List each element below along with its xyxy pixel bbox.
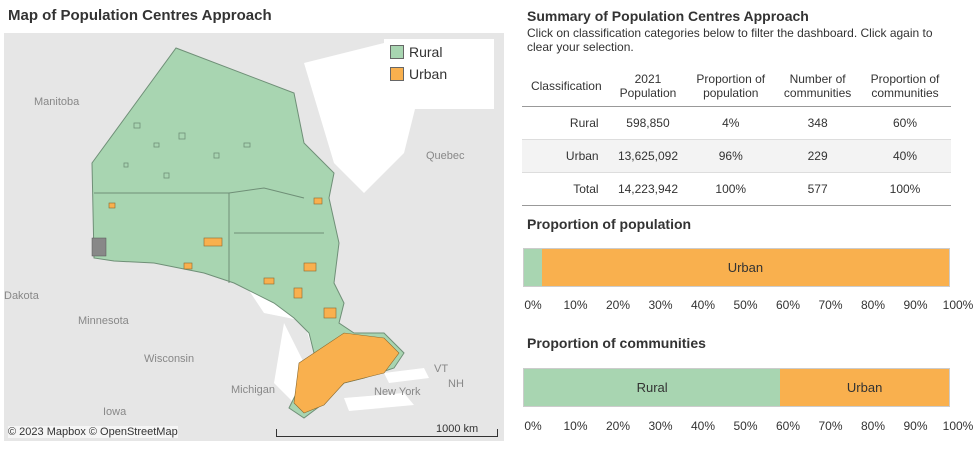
cell-communities: 348 [776,106,860,140]
lake-erie [344,393,414,411]
map-legend[interactable]: Rural Urban [384,39,494,109]
place-label-nh: NH [448,378,464,390]
table-row-total: Total 14,223,942 100% 577 100% [522,172,951,206]
axis-tick-label: 60% [775,298,801,312]
header-classification: Classification [522,70,611,107]
place-label-vt: VT [434,363,449,375]
axis-tick-label: 90% [903,298,928,312]
axis-tick-label: 30% [648,419,673,433]
place-label-michigan: Michigan [231,384,276,396]
axis-tick-label: 80% [860,419,886,433]
communities-axis: 0% 10% 20% 30% 40% 50% 60% 70% 80% 90% 100% [523,419,973,435]
urban-swatch [390,67,404,81]
header-communities: Number of communities [776,70,860,107]
cell-classification[interactable]: Urban [522,139,611,173]
place-label-iowa: Iowa [103,406,127,418]
axis-tick-label: 100% [942,298,974,312]
table-row-rural[interactable]: Rural 598,850 4% 348 60% [522,106,951,140]
cell-population: 13,625,092 [610,139,686,173]
axis-tick-label: 50% [733,419,758,433]
legend-label: Urban [409,66,448,82]
cell-prop-communities: 100% [859,172,951,206]
table-row-urban[interactable]: Urban 13,625,092 96% 229 40% [522,139,951,173]
axis-tick-label: 0% [524,419,542,433]
header-population: 2021 Population [610,70,686,107]
cell-classification: Total [522,172,611,206]
map-copyright: © 2023 Mapbox © OpenStreetMap [8,426,178,438]
axis-tick-label: 100% [942,419,974,433]
cell-prop-communities: 40% [859,139,951,173]
map-view[interactable]: Rural Urban Manitoba Quebec Dakota Minne… [4,33,504,441]
place-label-quebec: Quebec [426,150,465,162]
scale-label: 1000 km [436,423,479,435]
place-label-minnesota: Minnesota [78,315,129,327]
axis-tick-label: 10% [563,298,588,312]
header-prop-population: Proportion of population [685,70,777,107]
place-label-wisconsin: Wisconsin [144,353,195,365]
axis-tick-label: 70% [818,298,843,312]
axis-tick-label: 90% [903,419,928,433]
map-title: Map of Population Centres Approach [8,7,272,24]
axis-tick-label: 20% [605,419,631,433]
communities-chart-title: Proportion of communities [527,335,706,351]
population-chart-title: Proportion of population [527,216,692,232]
bar-segment-rural[interactable]: Rural [524,369,781,406]
bar-segment-rural[interactable] [524,249,542,286]
cell-population: 598,850 [610,106,686,140]
cell-prop-population: 100% [685,172,777,206]
bar-segment-urban[interactable]: Urban [541,249,949,286]
axis-tick-label: 50% [733,298,758,312]
rural-swatch [390,45,404,59]
population-axis: 0% 10% 20% 30% 40% 50% 60% 70% 80% 90% 100% [523,298,973,314]
cell-classification[interactable]: Rural [522,106,611,140]
place-label-dakota: Dakota [4,290,39,302]
bar-label: Urban [727,260,764,275]
lake-ontario [384,368,429,383]
header-prop-communities: Proportion of communities [859,70,951,107]
cell-prop-population: 96% [685,139,777,173]
cell-population: 14,223,942 [610,172,686,206]
bar-segment-urban[interactable]: Urban [780,369,949,406]
summary-title: Summary of Population Centres Approach [527,8,809,24]
axis-tick-label: 80% [860,298,886,312]
scale-bar [276,429,498,437]
cell-communities: 577 [776,172,860,206]
summary-table: Classification 2021 Population Proportio… [522,70,951,206]
summary-instructions: Click on classification categories below… [527,26,933,54]
axis-tick-label: 40% [690,298,716,312]
legend-label: Rural [409,44,443,60]
communities-bar[interactable]: Rural Urban [523,368,950,407]
axis-tick-label: 30% [648,298,673,312]
bar-label: Rural [636,380,668,395]
axis-tick-label: 70% [818,419,843,433]
legend-item-rural[interactable]: Rural [384,42,494,62]
urban-areas[interactable] [108,197,400,414]
cell-prop-communities: 60% [859,106,951,140]
axis-tick-label: 20% [605,298,631,312]
axis-tick-label: 0% [524,298,542,312]
legend-item-urban[interactable]: Urban [384,64,494,84]
axis-tick-label: 40% [690,419,716,433]
axis-tick-label: 60% [775,419,801,433]
place-label-new-york: New York [374,386,421,398]
cell-prop-population: 4% [685,106,777,140]
population-bar[interactable]: Urban [523,248,950,287]
axis-tick-label: 10% [563,419,588,433]
place-label-manitoba: Manitoba [34,96,80,108]
cell-communities: 229 [776,139,860,173]
bar-label: Urban [846,380,883,395]
